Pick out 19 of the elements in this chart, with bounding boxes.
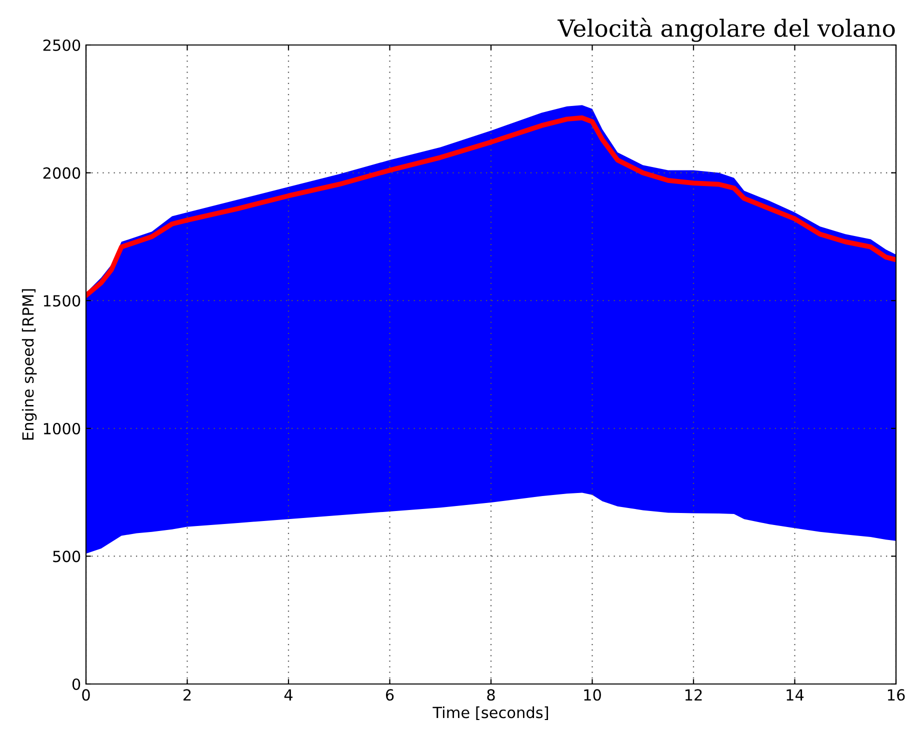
- x-tick-label: 14: [786, 689, 804, 700]
- x-tick-label: 4: [284, 689, 293, 700]
- x-tick-label: 6: [386, 689, 394, 701]
- x-axis-title: Time [seconds]: [432, 706, 548, 720]
- y-tick-label: 0: [72, 678, 80, 690]
- x-tick-label: 10: [584, 689, 601, 701]
- y-tick-label: 2500: [43, 39, 80, 52]
- y-tick-label: 1000: [44, 422, 80, 434]
- y-axis-title: Engine speed [RPM]: [22, 289, 37, 440]
- y-tick-label: 2000: [43, 167, 80, 179]
- x-tick-label: 16: [888, 689, 905, 701]
- y-tick-label: 1500: [44, 295, 80, 307]
- x-tick-label: 8: [487, 689, 495, 701]
- x-tick-label: 2: [184, 689, 191, 700]
- y-tick-label: 500: [53, 550, 80, 562]
- x-tick-label: 0: [82, 689, 90, 701]
- x-tick-label: 12: [685, 689, 702, 700]
- chart-title: Velocità angolare del volano: [558, 18, 895, 42]
- line-series: [86, 115, 896, 298]
